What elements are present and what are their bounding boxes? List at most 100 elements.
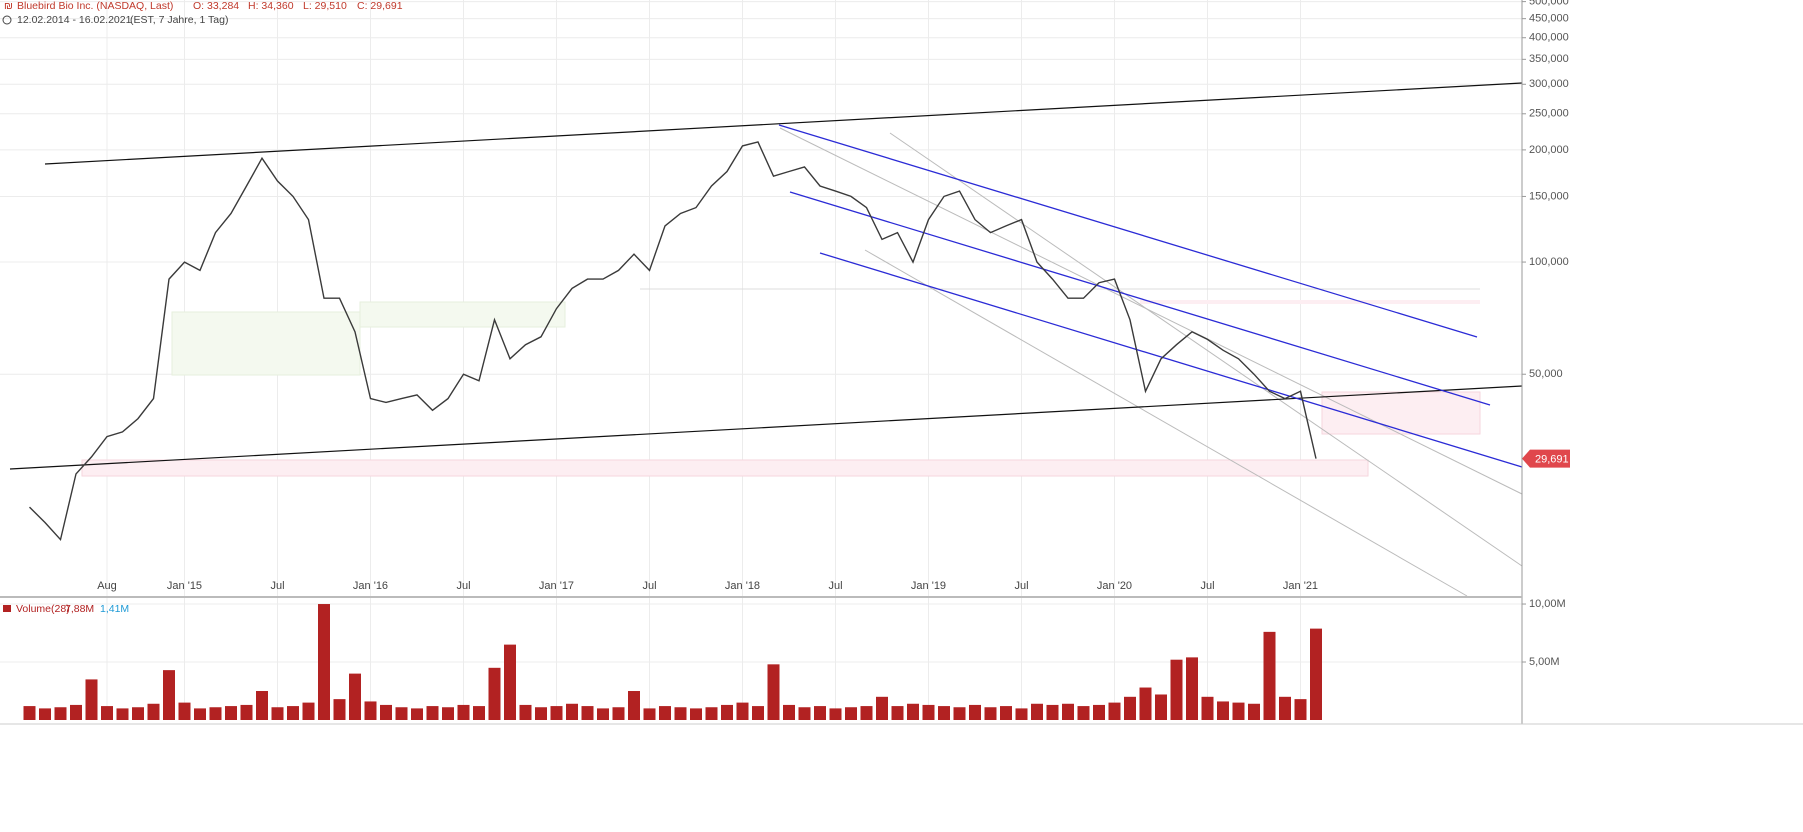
volume-bar <box>984 707 997 720</box>
zone <box>1321 391 1481 435</box>
volume-bar <box>752 706 764 720</box>
zone <box>81 459 1369 477</box>
volume-bar <box>1217 701 1229 720</box>
y-tick-label: 100,000 <box>1529 256 1569 268</box>
x-tick-label: Jan '20 <box>1097 580 1132 592</box>
legend-entry: 7,88M <box>65 603 94 615</box>
volume-bar <box>535 707 547 720</box>
trendline <box>864 249 1468 597</box>
volume-bar <box>488 667 501 720</box>
volume-bar <box>1139 687 1152 720</box>
volume-bar <box>504 644 516 720</box>
volume-bar <box>364 701 377 720</box>
volume-bar <box>907 703 919 720</box>
x-tick-label: Jul <box>642 580 656 592</box>
volume-bar <box>845 707 857 720</box>
volume-bar <box>721 704 733 720</box>
ohlc: C: 29,691 <box>357 0 403 12</box>
volume-bar <box>23 706 36 720</box>
volume-bar <box>1263 631 1276 720</box>
y-tick-label: 400,000 <box>1529 32 1569 44</box>
volume-bar <box>1186 657 1198 720</box>
x-tick-label: Jan '18 <box>725 580 760 592</box>
last-price-tag <box>1522 449 1570 468</box>
ohlc: L: 29,510 <box>303 0 347 12</box>
volume-bar <box>1248 703 1260 720</box>
volume-bar <box>1000 706 1012 720</box>
volume-bar <box>194 708 206 720</box>
volume-bar <box>287 706 299 720</box>
volume-bar <box>178 702 191 720</box>
zone <box>1140 300 1480 304</box>
volume-bar <box>1294 699 1307 720</box>
volume-bar <box>891 706 904 720</box>
trendline <box>779 127 1523 495</box>
volume-bar <box>519 704 532 720</box>
volume-bar <box>829 708 842 720</box>
y-tick-label: 150,000 <box>1529 190 1569 202</box>
x-tick-label: Jul <box>1200 580 1214 592</box>
volume-bar <box>581 706 594 720</box>
volume-bar <box>1015 708 1028 720</box>
x-tick-label: Jan '17 <box>539 580 574 592</box>
title: ₪ <box>4 0 13 12</box>
y-tick-label: 350,000 <box>1529 53 1569 65</box>
zone <box>171 311 361 376</box>
volume-bar <box>566 703 578 720</box>
volume-bar <box>674 707 687 720</box>
volume-bar <box>876 696 888 720</box>
volume-bar <box>1124 696 1136 720</box>
legend-entry: 1,41M <box>100 603 129 615</box>
volume-bar <box>70 704 82 720</box>
volume-bar <box>225 706 237 720</box>
volume-bar <box>116 708 129 720</box>
volume-bar <box>969 704 981 720</box>
volume-bar <box>1279 696 1291 720</box>
volume-bar <box>628 691 640 720</box>
x-tick-label: Jan '15 <box>167 580 202 592</box>
volume-bar <box>953 707 966 720</box>
volume-bar <box>783 704 795 720</box>
volume-bar <box>349 673 361 720</box>
volume-bar <box>1062 703 1074 720</box>
volume-bar <box>209 707 222 720</box>
volume-bar <box>938 706 950 720</box>
volume-bar <box>1093 704 1105 720</box>
volume-bar <box>1031 703 1043 720</box>
volume-bar <box>814 706 826 720</box>
volume-bar <box>860 706 873 720</box>
date-range: 12.02.2014 - 16.02.2021 <box>17 14 132 26</box>
y-tick-label: 300,000 <box>1529 78 1569 90</box>
volume-bar <box>240 704 253 720</box>
y-tick-label: 250,000 <box>1529 108 1569 120</box>
volume-bar <box>1170 659 1183 720</box>
volume-bar <box>163 670 175 720</box>
volume-bar <box>705 707 718 720</box>
range-info: (EST, 7 Jahre, 1 Tag) <box>130 14 228 26</box>
zone <box>359 301 566 328</box>
volume-bar <box>271 707 284 720</box>
clock-icon <box>2 15 12 25</box>
volume-bar <box>1155 694 1167 720</box>
volume-bar <box>101 706 113 720</box>
y-tick-label: 450,000 <box>1529 13 1569 25</box>
volume-bar <box>767 664 780 720</box>
x-tick-label: Aug <box>97 580 117 592</box>
volume-bar <box>1310 628 1322 720</box>
volume-bar <box>1046 704 1059 720</box>
volume-bar <box>1108 702 1121 720</box>
ohlc: H: 34,360 <box>248 0 294 12</box>
volume-bar <box>302 702 315 720</box>
volume-bar <box>1077 706 1090 720</box>
y-tick-label: 500,000 <box>1529 0 1569 8</box>
volume-bar <box>457 704 470 720</box>
volume-bar <box>395 707 408 720</box>
volume-bar <box>426 706 439 720</box>
y-tick-label: 10,00M <box>1529 598 1566 610</box>
trendline <box>9 385 1523 470</box>
volume-bar <box>54 707 67 720</box>
volume-bar <box>550 706 563 720</box>
x-tick-label: Jul <box>828 580 842 592</box>
